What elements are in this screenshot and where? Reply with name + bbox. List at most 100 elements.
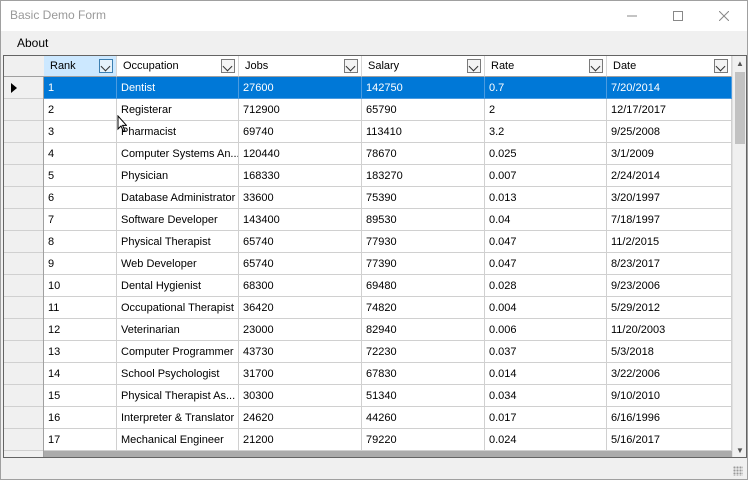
cell-occupation[interactable]: Database Administrator bbox=[117, 187, 239, 209]
cell-date[interactable]: 6/16/1996 bbox=[607, 407, 732, 429]
cell-rank[interactable]: 1 bbox=[44, 77, 117, 99]
cell-rank[interactable]: 14 bbox=[44, 363, 117, 385]
row-header[interactable] bbox=[4, 187, 43, 209]
cell-jobs[interactable]: 712900 bbox=[239, 99, 362, 121]
cell-date[interactable]: 3/20/1997 bbox=[607, 187, 732, 209]
scroll-down-icon[interactable]: ▼ bbox=[736, 445, 744, 455]
cell-jobs[interactable]: 65740 bbox=[239, 253, 362, 275]
cell-occupation[interactable]: Physical Therapist bbox=[117, 231, 239, 253]
menu-item-about[interactable]: About bbox=[17, 36, 49, 50]
cell-salary[interactable]: 75390 bbox=[362, 187, 485, 209]
cell-salary[interactable]: 183270 bbox=[362, 165, 485, 187]
row-header[interactable] bbox=[4, 121, 43, 143]
cell-date[interactable]: 5/3/2018 bbox=[607, 341, 732, 363]
data-grid[interactable]: Rank Occupation Jobs Salary Rate Date 1 Dentis… bbox=[3, 55, 747, 458]
cell-rate[interactable]: 3.2 bbox=[485, 121, 607, 143]
scrollbar-thumb[interactable] bbox=[735, 72, 745, 144]
row-header[interactable] bbox=[4, 231, 43, 253]
cell-rate[interactable]: 0.034 bbox=[485, 385, 607, 407]
cell-rank[interactable]: 7 bbox=[44, 209, 117, 231]
row-header[interactable] bbox=[4, 99, 43, 121]
cell-salary[interactable]: 72230 bbox=[362, 341, 485, 363]
vertical-scrollbar[interactable]: ▲ ▼ bbox=[732, 56, 746, 457]
table-row[interactable]: 4 Computer Systems An... 120440 78670 0.025 3… bbox=[44, 143, 732, 165]
cell-occupation[interactable]: Physical Therapist As... bbox=[117, 385, 239, 407]
cell-rank[interactable]: 6 bbox=[44, 187, 117, 209]
cell-date[interactable]: 7/18/1997 bbox=[607, 209, 732, 231]
column-header-jobs[interactable]: Jobs bbox=[239, 56, 362, 77]
cell-date[interactable]: 9/23/2006 bbox=[607, 275, 732, 297]
cell-occupation[interactable]: Computer Programmer bbox=[117, 341, 239, 363]
cell-rank[interactable]: 17 bbox=[44, 429, 117, 451]
table-row[interactable]: 16 Interpreter & Translator 24620 44260 0.01… bbox=[44, 407, 732, 429]
column-header-rate[interactable]: Rate bbox=[485, 56, 607, 77]
cell-date[interactable]: 8/23/2017 bbox=[607, 253, 732, 275]
cell-salary[interactable]: 79220 bbox=[362, 429, 485, 451]
row-header[interactable] bbox=[4, 297, 43, 319]
cell-rank[interactable]: 11 bbox=[44, 297, 117, 319]
cell-jobs[interactable]: 69740 bbox=[239, 121, 362, 143]
cell-date[interactable]: 5/29/2012 bbox=[607, 297, 732, 319]
cell-rank[interactable]: 12 bbox=[44, 319, 117, 341]
cell-jobs[interactable]: 36420 bbox=[239, 297, 362, 319]
cell-date[interactable]: 2/24/2014 bbox=[607, 165, 732, 187]
cell-salary[interactable]: 113410 bbox=[362, 121, 485, 143]
cell-rank[interactable]: 15 bbox=[44, 385, 117, 407]
cell-occupation[interactable]: Interpreter & Translator bbox=[117, 407, 239, 429]
cell-occupation[interactable]: Dentist bbox=[117, 77, 239, 99]
cell-jobs[interactable]: 33600 bbox=[239, 187, 362, 209]
cell-salary[interactable]: 44260 bbox=[362, 407, 485, 429]
row-header[interactable] bbox=[4, 363, 43, 385]
cell-salary[interactable]: 77390 bbox=[362, 253, 485, 275]
cell-jobs[interactable]: 30300 bbox=[239, 385, 362, 407]
maximize-button[interactable] bbox=[655, 1, 701, 31]
cell-rank[interactable]: 13 bbox=[44, 341, 117, 363]
cell-date[interactable]: 9/10/2010 bbox=[607, 385, 732, 407]
cell-date[interactable]: 3/1/2009 bbox=[607, 143, 732, 165]
cell-rate[interactable]: 0.006 bbox=[485, 319, 607, 341]
close-button[interactable] bbox=[701, 1, 747, 31]
cell-rate[interactable]: 0.007 bbox=[485, 165, 607, 187]
cell-salary[interactable]: 77930 bbox=[362, 231, 485, 253]
row-header[interactable] bbox=[4, 253, 43, 275]
cell-salary[interactable]: 69480 bbox=[362, 275, 485, 297]
table-row[interactable]: 9 Web Developer 65740 77390 0.047 8/23/2017 bbox=[44, 253, 732, 275]
cell-occupation[interactable]: Software Developer bbox=[117, 209, 239, 231]
column-header-rank[interactable]: Rank bbox=[44, 56, 117, 77]
cell-rank[interactable]: 3 bbox=[44, 121, 117, 143]
minimize-button[interactable] bbox=[609, 1, 655, 31]
cell-salary[interactable]: 51340 bbox=[362, 385, 485, 407]
cell-jobs[interactable]: 168330 bbox=[239, 165, 362, 187]
table-row[interactable]: 1 Dentist 27600 142750 0.7 7/20/2014 bbox=[44, 77, 732, 99]
row-header[interactable] bbox=[4, 429, 43, 451]
table-row[interactable]: 8 Physical Therapist 65740 77930 0.047 11/2/2… bbox=[44, 231, 732, 253]
cell-jobs[interactable]: 23000 bbox=[239, 319, 362, 341]
cell-occupation[interactable]: Computer Systems An... bbox=[117, 143, 239, 165]
cell-rate[interactable]: 0.037 bbox=[485, 341, 607, 363]
cell-occupation[interactable]: Mechanical Engineer bbox=[117, 429, 239, 451]
cell-date[interactable]: 5/16/2017 bbox=[607, 429, 732, 451]
cell-jobs[interactable]: 24620 bbox=[239, 407, 362, 429]
cell-occupation[interactable]: Pharmacist bbox=[117, 121, 239, 143]
cell-jobs[interactable]: 68300 bbox=[239, 275, 362, 297]
table-row[interactable]: 15 Physical Therapist As... 30300 51340 0.03… bbox=[44, 385, 732, 407]
cell-salary[interactable]: 82940 bbox=[362, 319, 485, 341]
cell-rate[interactable]: 0.013 bbox=[485, 187, 607, 209]
cell-rate[interactable]: 0.047 bbox=[485, 253, 607, 275]
cell-date[interactable]: 7/20/2014 bbox=[607, 77, 732, 99]
resize-grip-icon[interactable] bbox=[733, 466, 743, 476]
cell-rate[interactable]: 0.024 bbox=[485, 429, 607, 451]
table-row[interactable]: 3 Pharmacist 69740 113410 3.2 9/25/2008 bbox=[44, 121, 732, 143]
row-header[interactable] bbox=[4, 275, 43, 297]
cell-occupation[interactable]: Veterinarian bbox=[117, 319, 239, 341]
cell-occupation[interactable]: Occupational Therapist bbox=[117, 297, 239, 319]
row-header[interactable] bbox=[4, 209, 43, 231]
chevron-down-icon[interactable] bbox=[467, 59, 481, 73]
cell-salary[interactable]: 142750 bbox=[362, 77, 485, 99]
chevron-down-icon[interactable] bbox=[714, 59, 728, 73]
cell-rate[interactable]: 0.7 bbox=[485, 77, 607, 99]
table-row[interactable]: 7 Software Developer 143400 89530 0.04 7/18/1… bbox=[44, 209, 732, 231]
cell-jobs[interactable]: 120440 bbox=[239, 143, 362, 165]
cell-rank[interactable]: 8 bbox=[44, 231, 117, 253]
cell-jobs[interactable]: 27600 bbox=[239, 77, 362, 99]
